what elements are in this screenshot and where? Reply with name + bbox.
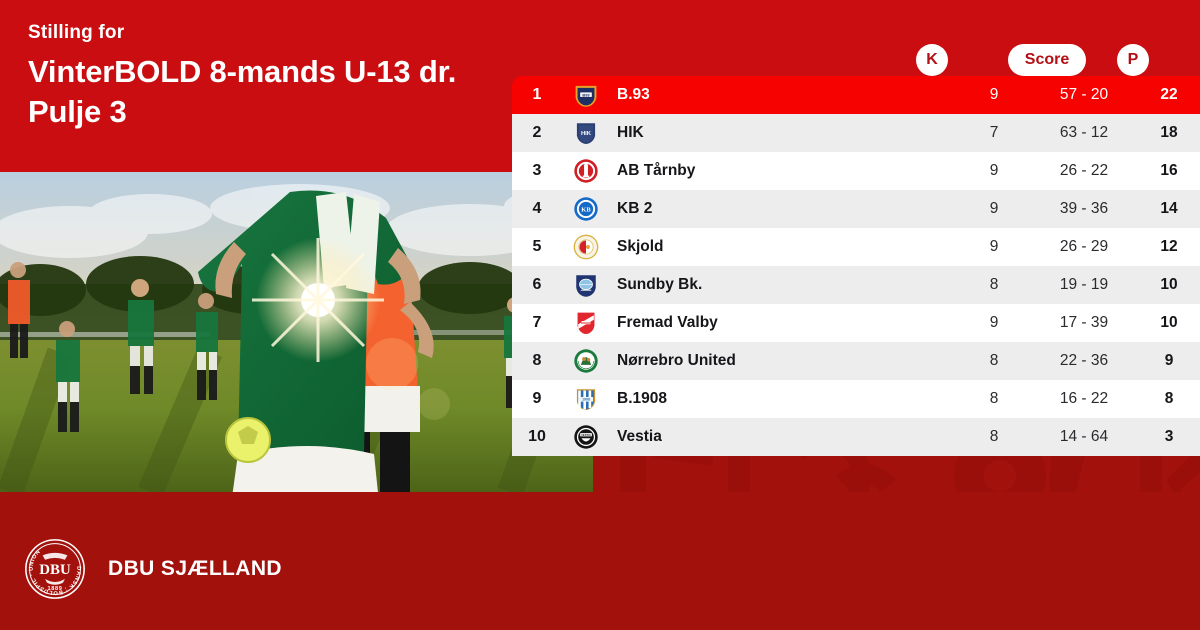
footer-band: DANSK · BOLDSPIL · UNION DBU · 1889 · DB… [0,492,1200,630]
table-row[interactable]: 6 Sundby Bk. 8 19 - 19 10 [512,266,1200,304]
row-rank: 5 [532,238,542,255]
row-matches-played: 7 [989,124,999,141]
dbu-logo-icon: DANSK · BOLDSPIL · UNION DBU · 1889 · [25,539,85,599]
table-row[interactable]: 10 VESTIA Vestia 8 14 - 64 3 [512,418,1200,456]
row-team-name: Skjold [617,238,664,255]
row-team-name: KB 2 [617,200,653,217]
row-points: 12 [1160,238,1178,255]
row-rank: 4 [532,200,542,217]
header-kicker: Stilling for [28,22,125,43]
hero-photo-illustration [0,172,593,492]
row-team-name: AB Tårnby [617,162,696,179]
footer-branding: DANSK · BOLDSPIL · UNION DBU · 1889 · DB… [24,538,282,600]
row-goal-score: 57 - 20 [1059,86,1109,103]
row-points: 22 [1160,86,1178,103]
row-matches-played: 9 [989,200,999,217]
row-points: 8 [1164,390,1174,407]
table-row[interactable]: 2 HIK HIK 7 63 - 12 18 [512,114,1200,152]
table-row[interactable]: 4 KB KB 2 9 39 - 36 14 [512,190,1200,228]
hero-photo [0,172,593,492]
b1908-crest: 1908 [562,386,610,412]
row-matches-played: 9 [989,238,999,255]
row-rank: 2 [532,124,542,141]
row-goal-score: 17 - 39 [1059,314,1109,331]
standings-table: 1 B93 B.93 9 57 - 20 22 2 HIK HIK 7 63 - 12 18 3 AB T… [512,76,1200,456]
noerrebro-united-crest [562,348,610,374]
ab-taarnby-crest [562,158,610,184]
row-points: 16 [1160,162,1178,179]
svg-text:VESTIA: VESTIA [581,433,591,437]
row-rank: 7 [532,314,542,331]
row-team-name: Vestia [617,428,662,445]
row-team-name: Fremad Valby [617,314,718,331]
kb-crest: KB [562,196,610,222]
table-row[interactable]: 1 B93 B.93 9 57 - 20 22 [512,76,1200,114]
row-matches-played: 8 [989,276,999,293]
row-rank: 8 [532,352,542,369]
vestia-crest: VESTIA [562,424,610,450]
row-rank: 10 [528,428,546,445]
header-text-block: Stilling for VinterBOLD 8-mands U-13 dr.… [28,22,588,132]
row-points: 10 [1160,276,1178,293]
row-points: 3 [1164,428,1174,445]
row-rank: 9 [532,390,542,407]
row-matches-played: 8 [989,352,999,369]
row-team-name: B.93 [617,86,650,103]
row-rank: 3 [532,162,542,179]
row-team-name: HIK [617,124,644,141]
table-row[interactable]: 7 FREMAD Fremad Valby 9 17 - 39 10 [512,304,1200,342]
svg-text:DBU: DBU [39,562,71,578]
standings-rows: 1 B93 B.93 9 57 - 20 22 2 HIK HIK 7 63 - 12 18 3 AB T… [512,76,1200,456]
fremad-valby-crest: FREMAD [562,310,610,336]
row-goal-score: 22 - 36 [1059,352,1109,369]
skjold-crest [562,234,610,260]
svg-text:B93: B93 [582,92,590,97]
b93-crest: B93 [562,82,610,108]
row-matches-played: 9 [989,314,999,331]
row-matches-played: 8 [989,428,999,445]
row-goal-score: 26 - 22 [1059,162,1109,179]
svg-text:KB: KB [581,207,591,214]
footer-org-label: DBU SJÆLLAND [108,557,282,580]
row-team-name: B.1908 [617,390,667,407]
row-points: 14 [1160,200,1178,217]
table-row[interactable]: 5 Skjold 9 26 - 29 12 [512,228,1200,266]
svg-text:FREMAD: FREMAD [581,322,591,325]
row-team-name: Nørrebro United [617,352,736,369]
row-matches-played: 8 [989,390,999,407]
row-rank: 1 [532,86,542,103]
row-goal-score: 39 - 36 [1059,200,1109,217]
row-team-name: Sundby Bk. [617,276,703,293]
row-matches-played: 9 [989,162,999,179]
row-goal-score: 26 - 29 [1059,238,1109,255]
row-rank: 6 [532,276,542,293]
table-row[interactable]: 3 AB Tårnby 9 26 - 22 16 [512,152,1200,190]
page-title: VinterBOLD 8-mands U-13 dr. Pulje 3 [28,53,457,130]
row-goal-score: 16 - 22 [1059,390,1109,407]
table-row[interactable]: 9 1908 B.1908 8 16 - 22 8 [512,380,1200,418]
svg-text:HIK: HIK [581,131,592,137]
row-goal-score: 14 - 64 [1059,428,1109,445]
row-points: 10 [1160,314,1178,331]
row-matches-played: 9 [989,86,999,103]
row-points: 9 [1164,352,1174,369]
svg-text:1908: 1908 [582,398,590,402]
hik-crest: HIK [562,120,610,146]
row-goal-score: 63 - 12 [1059,124,1109,141]
row-points: 18 [1160,124,1178,141]
sundby-bk-crest [562,272,610,298]
row-goal-score: 19 - 19 [1059,276,1109,293]
table-row[interactable]: 8 Nørrebro United 8 22 - 36 9 [512,342,1200,380]
svg-text:· 1889 ·: · 1889 · [43,586,67,592]
